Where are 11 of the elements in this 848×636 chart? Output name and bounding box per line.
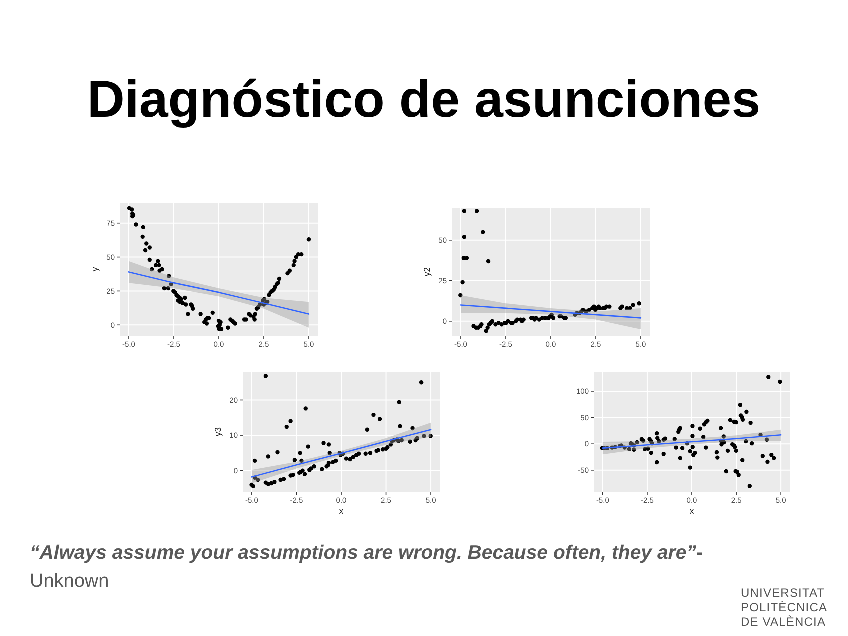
text: Diagnóstico de asunciones <box>87 71 761 129</box>
x-axis-title: x <box>339 506 344 516</box>
text: Unknown <box>30 571 110 592</box>
text: UNIVERSITAT POLITÈCNICA DE VALÈNCIA <box>741 586 828 629</box>
line-series <box>128 272 310 315</box>
y-axis-title: y3 <box>213 427 223 436</box>
line-series <box>460 304 642 319</box>
x-axis-title: x <box>690 506 695 516</box>
y-axis-title: y <box>90 266 100 272</box>
y-axis-title: y2 <box>422 267 432 276</box>
text: “Always assume your assumptions are wrong. Because often, they are”- <box>30 542 703 564</box>
